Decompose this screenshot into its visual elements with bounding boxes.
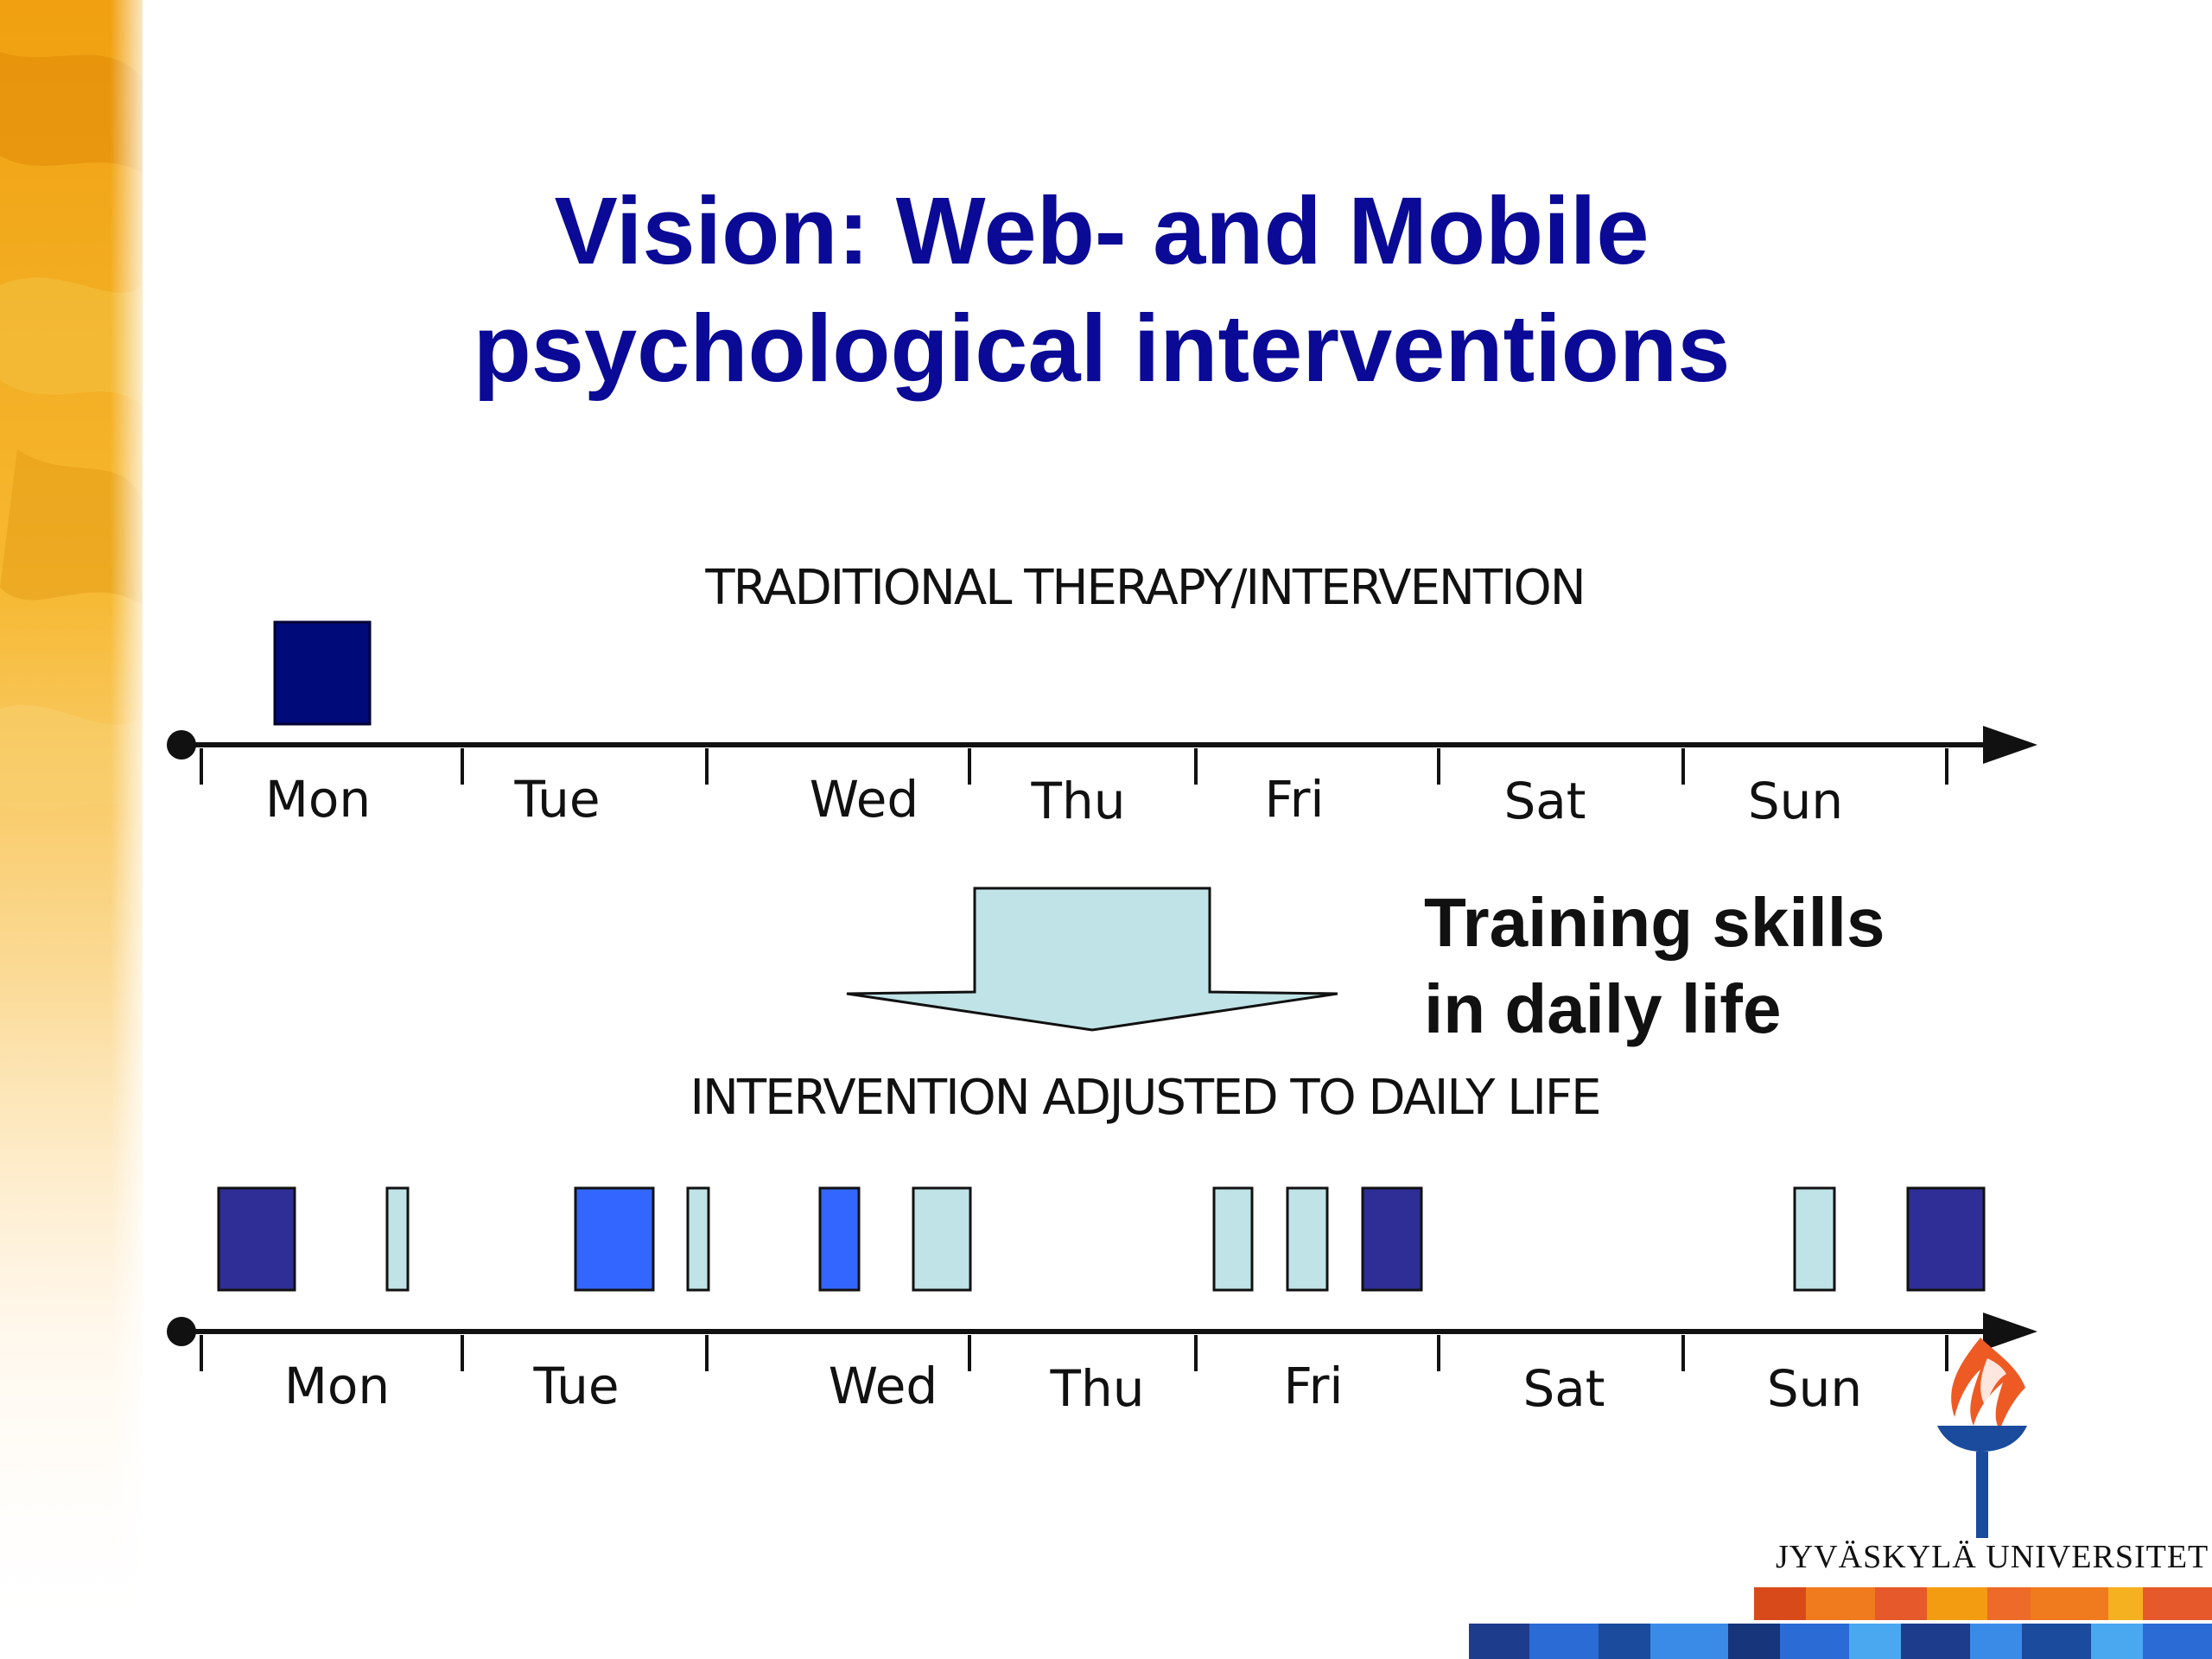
day-label-thu: Thu — [1050, 1359, 1145, 1418]
session-block — [912, 1186, 972, 1292]
day-label-wed: Wed — [810, 770, 918, 829]
session-block — [1212, 1186, 1254, 1292]
torch-flame-inner-icon — [1980, 1358, 2006, 1407]
adjusted-intervention-caption: INTERVENTION ADJUSTED TO DAILY LIFE — [690, 1070, 1601, 1126]
day-label-sun: Sun — [1767, 1359, 1862, 1418]
slide-title-line-1: Vision: Web- and Mobile — [554, 178, 1649, 284]
day-labels: Mon Tue Wed Thu Fri Sat Sun — [284, 1357, 1862, 1418]
session-block — [1793, 1186, 1836, 1292]
session-block — [1361, 1186, 1423, 1292]
slide-title-line-2: psychological interventions — [473, 296, 1731, 402]
session-block — [385, 1186, 410, 1292]
university-torch-logo — [1937, 1338, 2027, 1538]
day-label-sat: Sat — [1522, 1359, 1605, 1418]
note-line-1: Training skills — [1424, 884, 1885, 961]
color-bars-decoration — [1469, 1587, 2212, 1659]
session-block — [818, 1186, 861, 1292]
day-label-wed: Wed — [829, 1357, 938, 1415]
day-label-fri: Fri — [1283, 1357, 1343, 1415]
day-labels: Mon Tue Wed Thu Fri Sat Sun — [265, 770, 1843, 830]
day-label-mon: Mon — [265, 770, 371, 829]
timeline-arrowhead — [1983, 726, 2037, 764]
note-line-2: in daily life — [1424, 970, 1782, 1047]
university-name: JYVÄSKYLÄ UNIVERSITET — [1776, 1539, 2209, 1575]
session-block — [574, 1186, 655, 1292]
torch-stem-icon — [1976, 1452, 1988, 1538]
day-label-fri: Fri — [1264, 770, 1324, 829]
traditional-therapy-caption: TRADITIONAL THERAPY/INTERVENTION — [705, 560, 1586, 616]
day-label-tue: Tue — [513, 770, 600, 829]
timeline-ticks — [200, 1335, 1948, 1371]
adjusted-session-blocks — [217, 1186, 1986, 1292]
side-decoration-image — [0, 0, 147, 1659]
slide-title: Vision: Web- and Mobile psychological in… — [259, 173, 1944, 408]
day-label-sun: Sun — [1748, 772, 1843, 830]
session-block — [1286, 1186, 1329, 1292]
timeline-arrowhead — [1983, 1313, 2037, 1351]
timeline-ticks — [200, 748, 1948, 785]
day-label-thu: Thu — [1031, 772, 1126, 830]
day-label-tue: Tue — [532, 1357, 619, 1415]
traditional-session-block — [273, 620, 372, 726]
adjusted-timeline: Mon Tue Wed Thu Fri Sat Sun — [167, 1186, 2037, 1418]
session-block — [686, 1186, 710, 1292]
day-label-mon: Mon — [284, 1357, 390, 1415]
session-block — [217, 1186, 296, 1292]
torch-bowl-icon — [1937, 1426, 2027, 1452]
traditional-timeline: Mon Tue Wed Thu Fri Sat Sun — [167, 620, 2037, 830]
day-label-sat: Sat — [1503, 772, 1586, 830]
session-block — [1906, 1186, 1986, 1292]
transition-down-arrow — [846, 887, 1338, 1032]
training-skills-note: Training skills in daily life — [1424, 880, 1885, 1052]
